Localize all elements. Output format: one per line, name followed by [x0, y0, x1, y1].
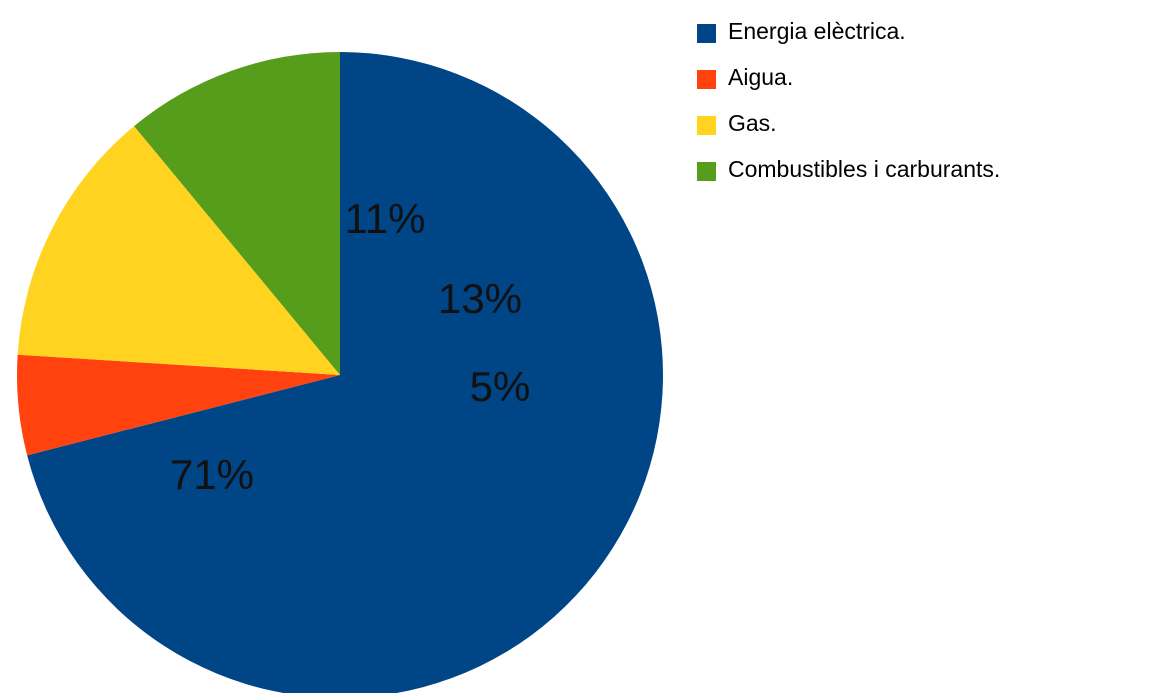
legend-swatch-4: [697, 162, 716, 181]
legend-label-1: Energia elèctrica.: [728, 18, 906, 44]
pie-slices: [17, 52, 663, 693]
data-label-3: 13%: [438, 275, 522, 322]
legend-label-3: Gas.: [728, 110, 777, 136]
pie-slice-3: [17, 126, 340, 376]
pie-slice-4: [134, 52, 340, 375]
chart-legend: Energia elèctrica. Aigua. Gas. Combustibles…: [697, 18, 1000, 182]
legend-swatch-3: [697, 116, 716, 135]
pie-data-labels: 71% 5% 13% 11%: [170, 195, 530, 498]
pie-slice-2: [17, 354, 341, 456]
data-label-2: 5%: [470, 363, 531, 410]
data-label-1: 71%: [170, 451, 254, 498]
legend-label-4: Combustibles i carburants.: [728, 156, 1000, 182]
data-label-4: 11%: [345, 195, 426, 242]
legend-swatch-1: [697, 24, 716, 43]
pie-slice-1: [27, 52, 663, 693]
legend-label-2: Aigua.: [728, 64, 793, 90]
legend-swatch-2: [697, 70, 716, 89]
